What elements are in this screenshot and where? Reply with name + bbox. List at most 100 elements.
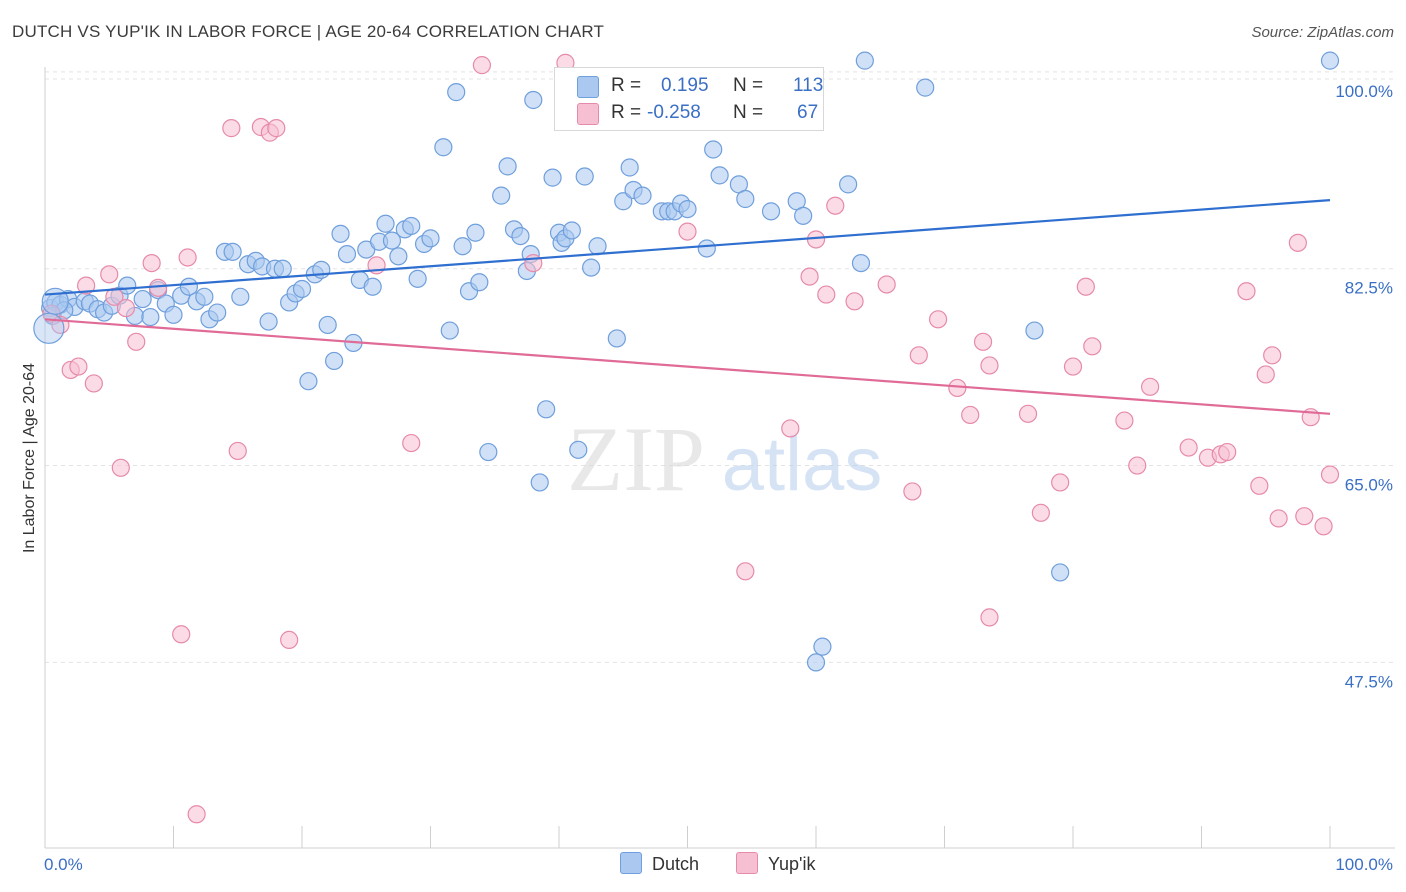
dutch-point <box>710 166 729 185</box>
dutch-point <box>325 351 344 371</box>
dutch-point <box>511 226 530 246</box>
yupik-point <box>228 441 247 461</box>
dutch-point <box>704 140 723 159</box>
dutch-point <box>614 192 633 211</box>
dutch-point <box>299 372 318 391</box>
yupik-point <box>178 248 197 267</box>
dutch-point <box>408 269 427 288</box>
dutch-point <box>337 244 357 264</box>
dutch-point <box>851 253 871 273</box>
yupik-point <box>961 405 980 425</box>
dutch-point <box>588 237 607 256</box>
yupik-point <box>678 222 697 241</box>
dutch-point <box>620 158 639 177</box>
yupik-point <box>806 230 826 249</box>
yupik-point <box>1140 377 1160 396</box>
yupik-point <box>877 275 896 294</box>
dutch-point <box>697 239 716 258</box>
dutch-point <box>607 329 626 348</box>
dutch-point <box>453 237 472 256</box>
dutch-point <box>1025 321 1044 340</box>
yupik-point <box>142 253 161 273</box>
dutch-point <box>839 175 858 194</box>
dutch-point <box>179 277 199 296</box>
dutch-point <box>164 305 183 324</box>
legend-n-label: N = <box>733 102 764 123</box>
dutch-point <box>223 242 242 261</box>
dutch-point <box>363 277 382 296</box>
yupik-point <box>1076 277 1095 296</box>
dutch-point <box>273 259 292 278</box>
yupik-point <box>1218 442 1237 462</box>
trend-lines <box>44 199 1331 415</box>
dutch-point <box>479 442 498 462</box>
dutch-point <box>575 167 594 186</box>
yupik-point <box>1083 337 1102 356</box>
yupik-point <box>116 298 136 318</box>
axes <box>44 67 1395 849</box>
dutch-point <box>855 51 874 70</box>
series-legend-yupik: Yup'ik <box>736 852 815 875</box>
yupik-point <box>781 419 800 438</box>
series-legend-dutch: Dutch <box>620 852 699 875</box>
dutch-point <box>208 303 227 322</box>
dutch-point <box>382 231 402 250</box>
yupik-point <box>817 285 836 304</box>
legend-n-value: 113 <box>793 75 824 96</box>
yupik-point <box>928 310 948 329</box>
yupik-point <box>127 332 146 351</box>
yupik-point <box>1314 517 1333 536</box>
dutch-point <box>447 83 466 102</box>
dutch-point <box>466 223 485 242</box>
dutch-point <box>794 206 813 225</box>
dutch-point <box>470 273 489 292</box>
yupik-point <box>1320 465 1340 484</box>
y-tick-label: 47.5% <box>1345 672 1393 691</box>
dutch-point <box>389 247 408 266</box>
yupik-point <box>187 805 206 824</box>
yupik-point <box>1237 282 1256 301</box>
yupik-point <box>472 56 491 75</box>
stats-legend: R = 0.195 N = 113 R = -0.258 N = 67 <box>554 67 824 131</box>
dutch-point <box>195 287 214 306</box>
dutch-point <box>492 186 511 205</box>
yupik-point <box>1179 438 1198 457</box>
yupik-point <box>903 482 922 501</box>
y-tick-label: 82.5% <box>1345 279 1393 298</box>
yupik-point <box>1031 503 1050 522</box>
yupik-point <box>100 265 119 284</box>
dutch-point <box>813 637 832 656</box>
yupik-point <box>800 267 819 286</box>
series-swatch-dutch <box>620 852 642 874</box>
yupik-point <box>980 356 999 375</box>
legend-n-value: 67 <box>797 102 819 123</box>
series-legend-label: Yup'ik <box>768 854 816 874</box>
yupik-point <box>1063 357 1083 376</box>
dutch-point <box>678 200 697 219</box>
dutch-point <box>916 78 935 97</box>
yupik-point <box>736 562 755 581</box>
source-credit: Source: ZipAtlas.com <box>1251 24 1394 41</box>
watermark-zip: ZIP <box>567 408 705 510</box>
dutch-point <box>292 279 312 299</box>
dutch-point <box>498 157 517 176</box>
dutch-point <box>421 229 440 248</box>
yupik-point <box>148 278 168 297</box>
yupik-point <box>1256 365 1275 384</box>
series-legend-label: Dutch <box>652 854 700 874</box>
watermark-atlas: atlas <box>722 422 883 507</box>
yupik-trend-line <box>44 318 1331 415</box>
dutch-point <box>633 186 652 205</box>
legend-r-label: R = <box>611 75 642 96</box>
yupik-point <box>105 287 124 306</box>
x-tick-label: 100.0% <box>1335 855 1393 874</box>
yupik-point <box>402 433 421 453</box>
yupik-point <box>84 374 103 393</box>
dutch-point <box>402 216 421 236</box>
yupik-point <box>973 332 993 351</box>
dutch-point <box>141 307 160 327</box>
chart-title: DUTCH VS YUP'IK IN LABOR FORCE | AGE 20-… <box>12 22 605 41</box>
yupik-point <box>69 357 88 376</box>
y-tick-label: 65.0% <box>1345 476 1393 495</box>
